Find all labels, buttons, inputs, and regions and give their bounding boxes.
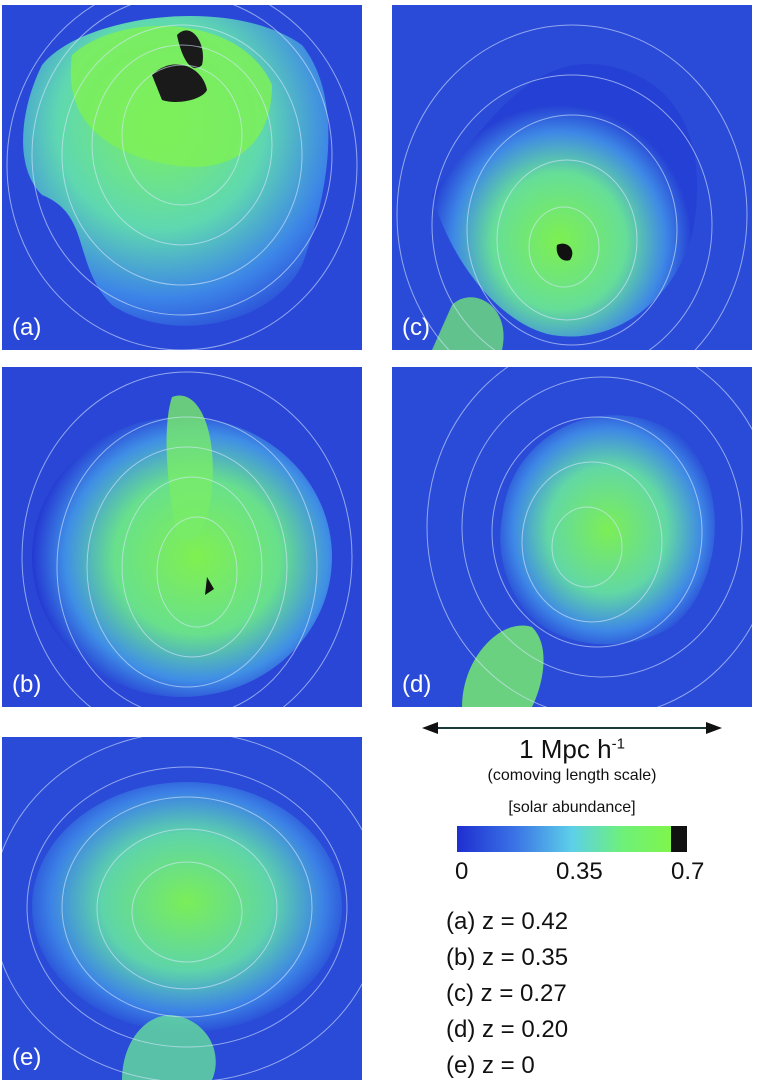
colorbar-title: [solar abundance] — [508, 799, 636, 816]
scale-length: 1 Mpc h — [519, 734, 612, 764]
redshift-legend: (a) z = 0.42 (b) z = 0.35 (c) z = 0.27 (… — [446, 904, 568, 1084]
metallicity-map-e — [2, 737, 362, 1080]
metallicity-map-b — [2, 367, 362, 707]
panel-c: (c) — [392, 5, 752, 350]
legend-item-e: (e) z = 0 — [446, 1052, 535, 1079]
legend-item-a: (a) z = 0.42 — [446, 908, 569, 935]
legend-item-d: (d) z = 0.20 — [446, 1016, 569, 1043]
metallicity-map-d — [392, 367, 752, 707]
colorbar — [457, 826, 687, 852]
colorbar-tick-07: 0.7 — [671, 858, 705, 885]
colorbar-tick-0: 0 — [455, 858, 469, 885]
panel-b-label: (b) — [12, 671, 42, 698]
panel-d-label: (d) — [402, 671, 432, 698]
scale-exponent: -1 — [611, 735, 625, 753]
metallicity-map-a — [2, 5, 362, 350]
panel-b: (b) — [2, 367, 362, 707]
metallicity-map-c — [392, 5, 752, 350]
panel-d: (d) — [392, 367, 752, 707]
panel-e: (e) — [2, 737, 362, 1080]
legend-item-b: (b) z = 0.35 — [446, 944, 569, 971]
legend-item-c: (c) z = 0.27 — [446, 980, 567, 1007]
scale-bar: 1 Mpc h-1 (comoving length scale) — [422, 722, 722, 790]
scale-subtitle: (comoving length scale) — [487, 767, 657, 784]
scale-arrow-icon — [422, 722, 722, 734]
colorbar-tick-035: 0.35 — [556, 858, 603, 885]
panel-a-label: (a) — [12, 314, 42, 341]
panel-a: (a) — [2, 5, 362, 350]
panel-c-label: (c) — [402, 314, 430, 341]
panel-e-label: (e) — [12, 1044, 42, 1071]
